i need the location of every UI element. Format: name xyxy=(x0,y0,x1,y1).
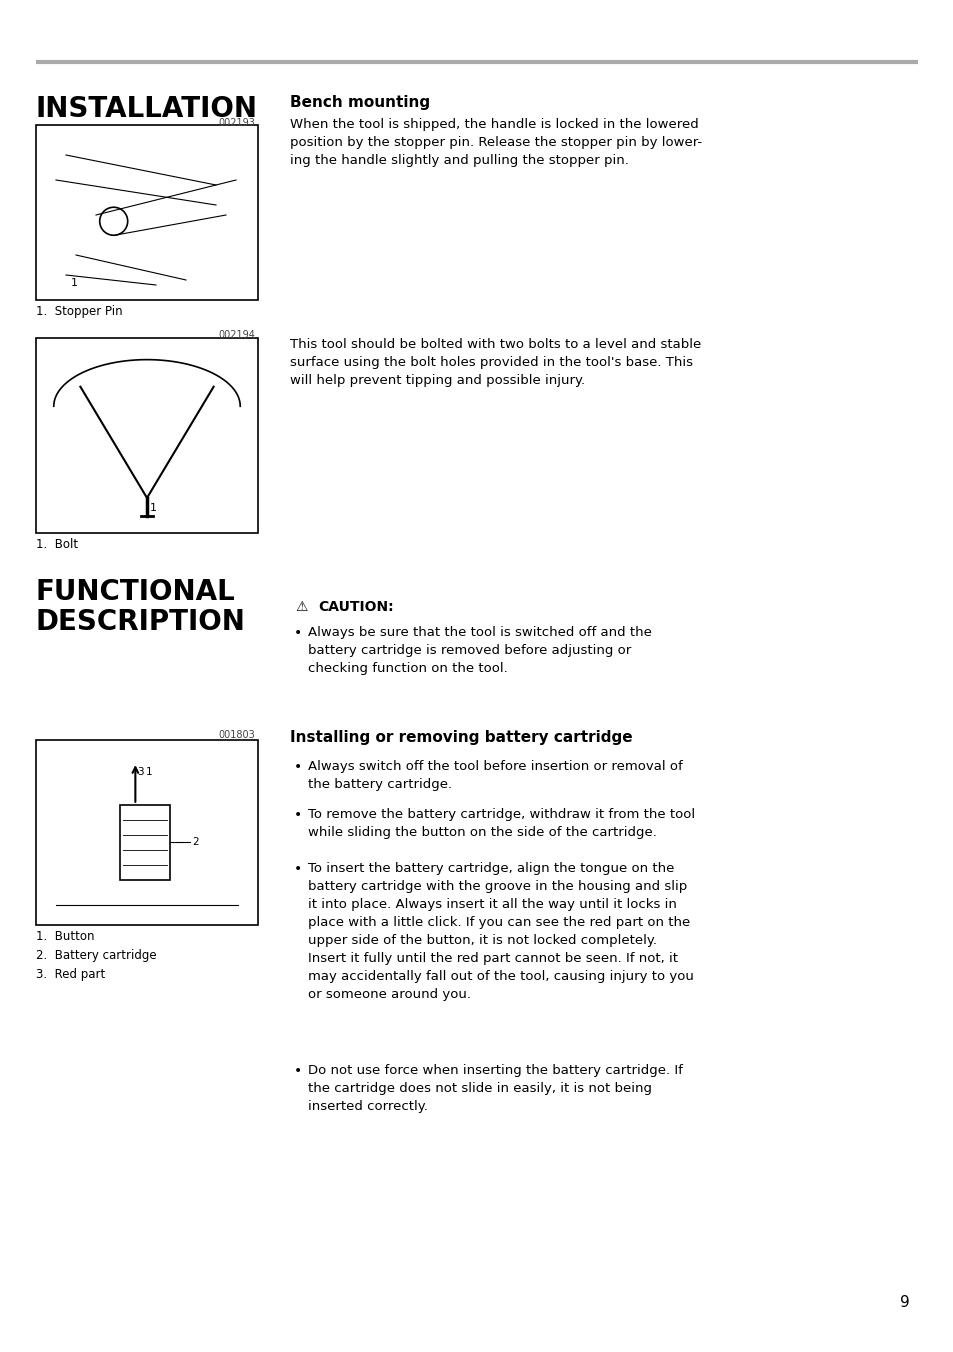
Text: 3: 3 xyxy=(137,767,144,777)
Text: Installing or removing battery cartridge: Installing or removing battery cartridge xyxy=(290,730,632,745)
Text: •: • xyxy=(294,863,302,876)
Text: •: • xyxy=(294,626,302,639)
Text: 1: 1 xyxy=(145,767,152,777)
Text: Bench mounting: Bench mounting xyxy=(290,95,430,110)
Text: 002193: 002193 xyxy=(218,118,254,128)
Text: •: • xyxy=(294,1064,302,1078)
Text: 1.  Button
2.  Battery cartridge
3.  Red part: 1. Button 2. Battery cartridge 3. Red pa… xyxy=(36,930,156,982)
Bar xyxy=(36,124,257,300)
Text: INSTALLATION: INSTALLATION xyxy=(36,95,257,123)
Text: This tool should be bolted with two bolts to a level and stable
surface using th: This tool should be bolted with two bolt… xyxy=(290,338,700,387)
Text: 2: 2 xyxy=(193,837,199,848)
Bar xyxy=(36,740,257,925)
Text: •: • xyxy=(294,760,302,773)
Text: Always switch off the tool before insertion or removal of
the battery cartridge.: Always switch off the tool before insert… xyxy=(308,760,682,791)
Text: 001803: 001803 xyxy=(218,730,254,740)
Text: FUNCTIONAL
DESCRIPTION: FUNCTIONAL DESCRIPTION xyxy=(36,579,246,637)
Text: •: • xyxy=(294,808,302,822)
Text: Always be sure that the tool is switched off and the
battery cartridge is remove: Always be sure that the tool is switched… xyxy=(308,626,651,675)
Text: When the tool is shipped, the handle is locked in the lowered
position by the st: When the tool is shipped, the handle is … xyxy=(290,118,701,168)
Text: 1: 1 xyxy=(71,279,78,288)
Text: 1.  Stopper Pin: 1. Stopper Pin xyxy=(36,306,123,318)
Text: Do not use force when inserting the battery cartridge. If
the cartridge does not: Do not use force when inserting the batt… xyxy=(308,1064,682,1113)
Text: 002194: 002194 xyxy=(218,330,254,339)
Text: 9: 9 xyxy=(900,1295,909,1310)
Bar xyxy=(36,338,257,533)
Text: CAUTION:: CAUTION: xyxy=(317,600,394,614)
Text: 1.  Bolt: 1. Bolt xyxy=(36,538,78,552)
Circle shape xyxy=(100,207,128,235)
Text: To insert the battery cartridge, align the tongue on the
battery cartridge with : To insert the battery cartridge, align t… xyxy=(308,863,693,1000)
Text: ⚠: ⚠ xyxy=(294,600,307,614)
Text: 1: 1 xyxy=(150,503,157,512)
Bar xyxy=(120,804,171,880)
Text: To remove the battery cartridge, withdraw it from the tool
while sliding the but: To remove the battery cartridge, withdra… xyxy=(308,808,695,840)
